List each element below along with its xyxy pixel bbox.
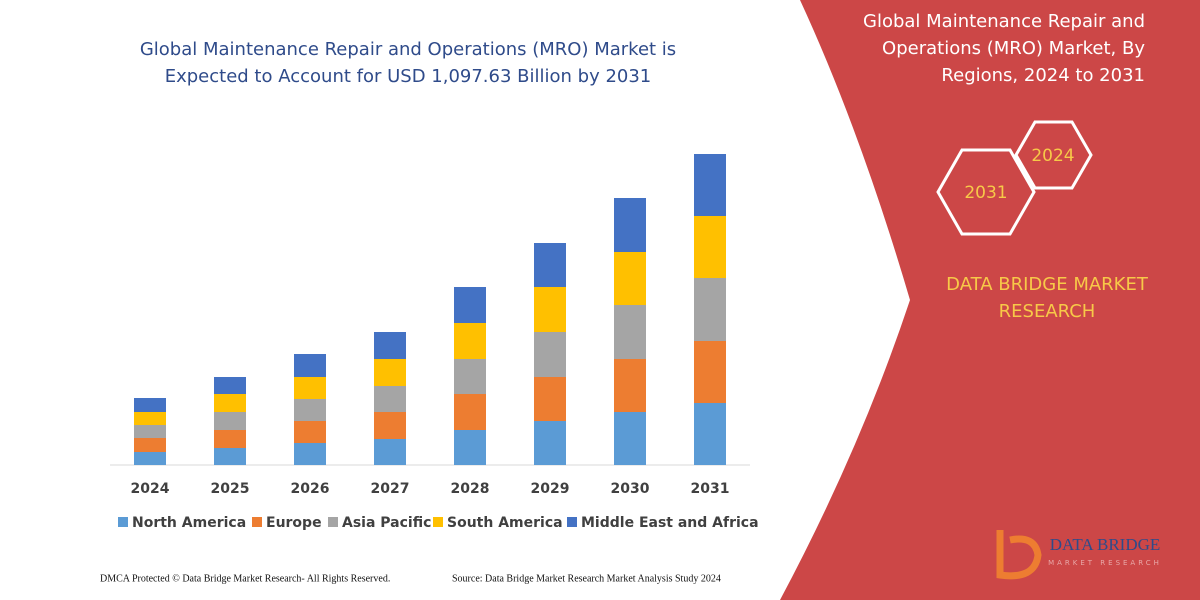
chart-title: Global Maintenance Repair and Operations… [140,39,676,60]
legend-swatch [433,517,443,527]
bar-segment [374,412,406,439]
x-tick-label: 2024 [131,481,170,497]
bar-segment [694,403,726,465]
bar-segment [134,398,166,412]
bar-segment [534,421,566,465]
legend-label: Asia Pacific [342,515,431,531]
legend-label: Middle East and Africa [581,515,759,531]
bar-segment [214,412,246,430]
x-tick-label: 2030 [611,481,650,497]
bar-segment [294,377,326,399]
logo-mark [996,530,1042,580]
bar-segment [214,377,246,394]
bar-segment [374,332,406,359]
panel-title: Regions, 2024 to 2031 [941,65,1145,86]
bar-segment [694,216,726,278]
panel-title: Operations (MRO) Market, By [882,38,1145,59]
bar-segment [134,452,166,465]
bar-segment [374,439,406,465]
bar-segment [374,386,406,412]
bar-segment [134,438,166,452]
bar-segment [134,425,166,438]
logo: DATA BRIDGE MARKET RESEARCH [996,530,1162,580]
bar-segment [534,287,566,332]
badge: 2031 [964,183,1007,203]
bar-segment [614,198,646,252]
bar-segment [614,252,646,305]
bar-segment [614,359,646,412]
x-tick-label: 2029 [531,481,570,497]
bar-segment [134,412,166,425]
x-tick-label: 2028 [451,481,490,497]
bar-segment [534,332,566,377]
legend-label: North America [132,515,246,531]
bar-segment [374,359,406,386]
bar-segment [534,243,566,287]
brand: DATA BRIDGE MARKET [946,274,1149,295]
hexagon [936,148,1036,236]
bar-segment [454,323,486,359]
bar-segment [694,341,726,403]
bar-segment [614,412,646,465]
legend-swatch [328,517,338,527]
bar-segment [214,448,246,465]
bar-segment [214,394,246,412]
legend-label: South America [447,515,563,531]
chart-title: Expected to Account for USD 1,097.63 Bil… [165,66,652,87]
bar-segment [214,430,246,448]
bar-segment [534,377,566,421]
hexagon [1014,120,1093,190]
panel-title: Global Maintenance Repair and [863,11,1145,32]
bar-segment [294,443,326,465]
legend-swatch [252,517,262,527]
bar-segment [454,287,486,323]
x-tick-label: 2027 [371,481,410,497]
side-panel [780,0,1200,600]
x-tick-label: 2031 [691,481,730,497]
bar-segment [694,278,726,341]
brand: RESEARCH [999,301,1096,322]
bar-segment [454,359,486,394]
bar-segment [454,430,486,465]
bar-segment [294,354,326,377]
x-tick-label: 2025 [211,481,250,497]
bar-segment [694,154,726,216]
bar-segment [454,394,486,430]
bar-segment [614,305,646,359]
x-tick-label: 2026 [291,481,330,497]
logo-tagline: MARKET RESEARCH [1048,559,1162,567]
legend-swatch [567,517,577,527]
logo-name: DATA BRIDGE [1050,535,1161,554]
footer-right: Source: Data Bridge Market Research Mark… [452,573,721,584]
legend-label: Europe [266,515,322,531]
footer-left: DMCA Protected © Data Bridge Market Rese… [100,573,390,584]
bar-segment [294,421,326,443]
legend-swatch [118,517,128,527]
badge: 2024 [1031,146,1074,166]
bar-segment [294,399,326,421]
